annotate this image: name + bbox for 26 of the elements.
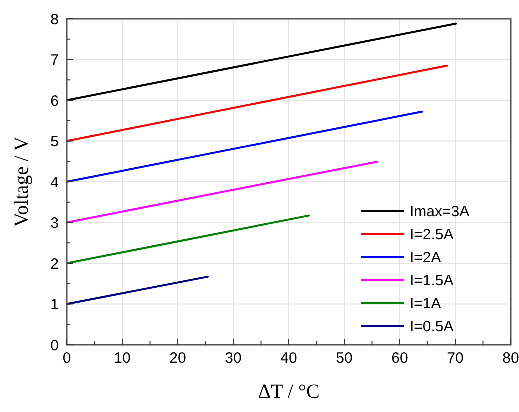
x-tick-label: 80	[502, 350, 519, 367]
y-axis-title: Voltage / V	[11, 136, 33, 228]
y-tick-label: 7	[50, 52, 59, 69]
y-tick-label: 4	[50, 174, 59, 192]
x-tick-label: 20	[170, 350, 186, 367]
x-tick-label: 60	[392, 350, 408, 367]
y-tick-label: 0	[50, 337, 59, 354]
y-tick-label: 5	[50, 134, 59, 150]
x-tick-label: 10	[114, 350, 131, 367]
x-tick-label: 0	[62, 350, 72, 367]
x-tick-label: 50	[336, 350, 353, 367]
y-tick-label: 6	[50, 92, 59, 110]
y-tick-label: 2	[50, 256, 59, 273]
x-tick-label: 30	[225, 350, 242, 367]
x-tick-label: 40	[280, 350, 298, 367]
x-axis-title: ΔT / °C	[258, 381, 320, 403]
y-tick-label: 1	[50, 296, 59, 314]
y-tick-label: 3	[50, 215, 59, 232]
y-tick-label: 8	[50, 11, 59, 28]
legend-label: I=0.5A	[410, 318, 454, 336]
legend-label: I=1.5A	[410, 272, 454, 290]
legend-label: Imax=3A	[410, 203, 470, 220]
x-tick-label: 70	[447, 350, 464, 367]
legend-label: I=2.5A	[410, 226, 454, 244]
legend-label: I=2A	[410, 249, 442, 266]
legend-label: I=1A	[410, 295, 442, 312]
